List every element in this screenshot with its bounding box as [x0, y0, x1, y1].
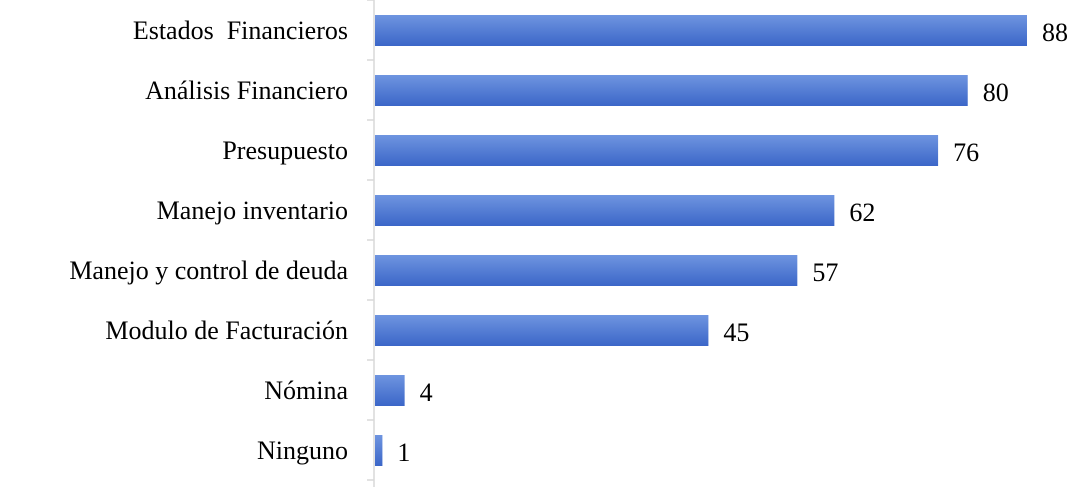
category-label: Manejo inventario: [157, 196, 348, 225]
bar: [375, 135, 939, 166]
value-label: 45: [723, 318, 749, 347]
bar: [375, 375, 405, 406]
category-label: Ninguno: [257, 436, 348, 465]
category-label: Estados Financieros: [133, 16, 348, 45]
category-label: Modulo de Facturación: [105, 316, 348, 345]
chart-axis: [367, 0, 375, 487]
category-label: Presupuesto: [222, 136, 348, 165]
value-label: 80: [983, 78, 1009, 107]
category-label: Manejo y control de deuda: [69, 256, 348, 285]
value-label: 62: [849, 198, 875, 227]
bar: [375, 435, 383, 466]
value-label: 1: [397, 438, 410, 467]
value-label: 88: [1042, 18, 1068, 47]
category-label: Análisis Financiero: [145, 76, 348, 105]
bar: [375, 315, 709, 346]
chart-bars: [375, 15, 1027, 466]
bar: [375, 75, 968, 106]
value-label: 76: [953, 138, 979, 167]
category-labels: Estados Financieros Análisis Financiero Pr…: [69, 16, 348, 465]
value-labels: 88 80 76 62 57 45 4 1: [397, 18, 1068, 467]
bar: [375, 255, 798, 286]
bar: [375, 195, 835, 226]
value-label: 57: [812, 258, 838, 287]
bar: [375, 15, 1027, 46]
category-label: Nómina: [264, 376, 348, 405]
value-label: 4: [420, 378, 433, 407]
